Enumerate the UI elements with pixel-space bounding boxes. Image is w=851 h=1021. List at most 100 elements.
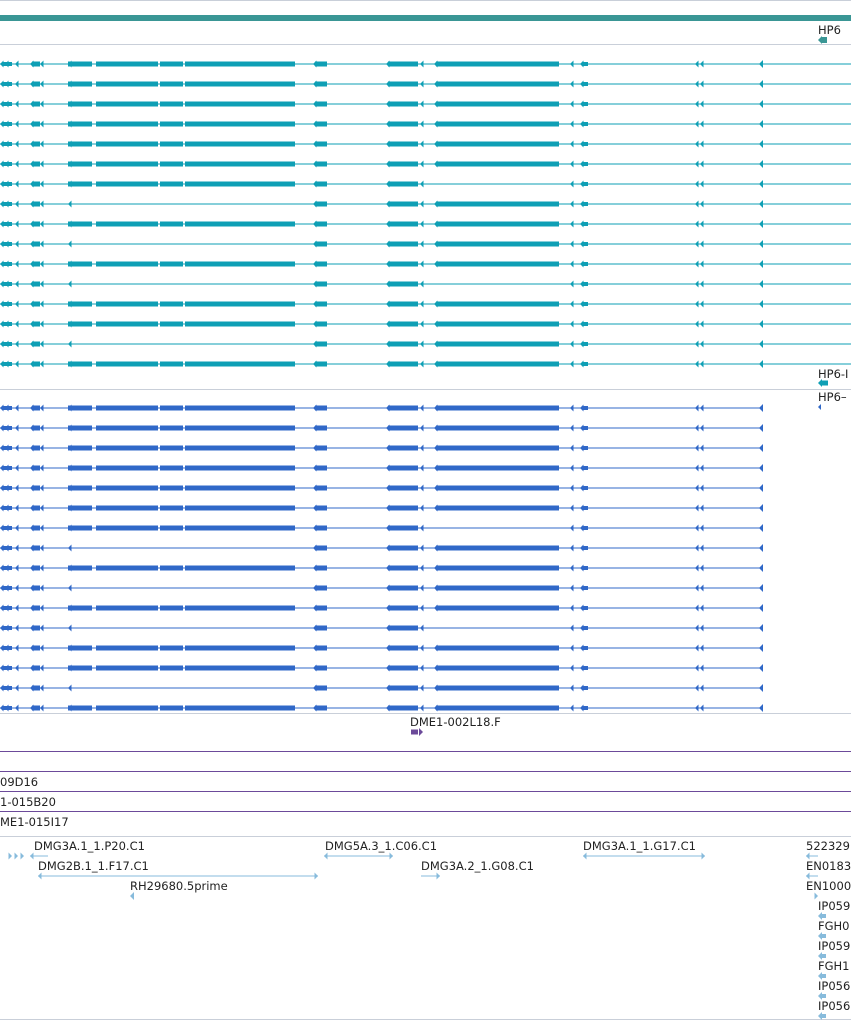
strand-arrow-left (420, 300, 424, 308)
exon-block (160, 705, 183, 711)
strand-arrow-left (40, 140, 44, 148)
label-fgh0[interactable]: FGH0 (818, 919, 850, 933)
exon-block (2, 262, 12, 266)
label-dme1-002l18[interactable]: DME1-002L18.F (410, 715, 501, 729)
strand-arrow-left (695, 704, 699, 712)
exon-block (582, 606, 588, 610)
exon-block (68, 181, 92, 187)
exon-block (315, 645, 327, 651)
strand-arrow-left (15, 120, 19, 128)
label-rh29680[interactable]: RH29680.5prime (130, 879, 228, 893)
exon-block (388, 121, 418, 127)
exon-block (160, 485, 183, 491)
strand-arrow-left (386, 80, 390, 88)
label-ip059a[interactable]: IP059 (818, 899, 850, 913)
strand-arrow-left (420, 240, 424, 248)
strand-arrow-left (386, 180, 390, 188)
strand-arrow-left (695, 544, 699, 552)
cyan-transcript-track[interactable] (0, 60, 851, 410)
strand-arrow-left (324, 852, 328, 860)
exon-block (582, 162, 588, 166)
strand-arrow-left (700, 644, 704, 652)
strand-arrow-left (695, 340, 699, 348)
label-dmg2b-f17[interactable]: DMG2B.1_1.F17.C1 (38, 859, 149, 873)
strand-arrow-left (695, 140, 699, 148)
strand-arrow-left (434, 160, 438, 168)
strand-arrow-left (434, 320, 438, 328)
exon-block (436, 545, 559, 551)
exon-block (185, 605, 295, 611)
strand-arrow-left (15, 340, 19, 348)
strand-arrow-left (386, 240, 390, 248)
strand-arrow-left (386, 120, 390, 128)
strand-arrow-left (313, 604, 317, 612)
label-hp6-mid2[interactable]: HP6– (818, 390, 847, 404)
strand-arrow-left (15, 604, 19, 612)
exon-block (68, 605, 92, 611)
label-dmg5a3-c06[interactable]: DMG5A.3_1.C06.C1 (325, 839, 437, 853)
strand-arrow-left (68, 280, 72, 288)
strand-arrow-left (68, 60, 72, 68)
label-ip056b[interactable]: IP056 (818, 999, 850, 1013)
strand-arrow-left (570, 624, 574, 632)
exon-block (388, 405, 418, 411)
top-gene-track[interactable] (0, 15, 851, 44)
exon-block (388, 241, 418, 247)
exon-block (32, 101, 40, 107)
strand-arrow-left (570, 664, 574, 672)
label-clone-09d16[interactable]: 09D16 (0, 775, 38, 789)
exon-block (436, 201, 559, 207)
label-ip059b[interactable]: IP059 (818, 939, 850, 953)
exon-block (315, 705, 327, 711)
strand-arrow-left (420, 664, 424, 672)
label-ip056a[interactable]: IP056 (818, 979, 850, 993)
exon-block (32, 465, 40, 471)
label-fgh1[interactable]: FGH1 (818, 959, 850, 973)
strand-arrow-left (420, 544, 424, 552)
exon-block (436, 321, 559, 327)
label-dmg3a-p20[interactable]: DMG3A.1_1.P20.C1 (34, 839, 145, 853)
strand-arrow-left (68, 120, 72, 128)
est-track[interactable] (8, 852, 827, 1021)
exon-block (315, 241, 327, 247)
strand-arrow-left (68, 704, 72, 712)
strand-arrow-left (420, 140, 424, 148)
label-en0183[interactable]: EN0183 (806, 859, 851, 873)
strand-arrow-left (313, 300, 317, 308)
exon-block (68, 485, 92, 491)
strand-arrow-left (700, 524, 704, 532)
strand-arrow-left (386, 464, 390, 472)
label-en1000[interactable]: EN1000 (806, 879, 851, 893)
clone-track[interactable] (411, 728, 423, 736)
label-hp6-mid[interactable]: HP6-I (818, 367, 848, 381)
strand-arrow-left (68, 300, 72, 308)
strand-arrow-left (700, 484, 704, 492)
strand-arrow-left (15, 220, 19, 228)
blue-transcript-track[interactable] (0, 404, 763, 712)
strand-arrow-left (434, 404, 438, 412)
strand-arrow-left (40, 644, 44, 652)
strand-arrow-left (759, 444, 763, 452)
strand-arrow-left (695, 664, 699, 672)
label-clone-015i17[interactable]: ME1-015I17 (0, 815, 69, 829)
exon-block (582, 586, 588, 590)
strand-arrow-left (313, 704, 317, 712)
strand-arrow-left (40, 80, 44, 88)
exon-block (68, 405, 92, 411)
strand-arrow-left (386, 100, 390, 108)
strand-arrow-left (15, 524, 19, 532)
strand-arrow-left (420, 180, 424, 188)
strand-arrow-left (700, 544, 704, 552)
label-5223[interactable]: 522329 (806, 839, 850, 853)
strand-arrow-left (434, 704, 438, 712)
strand-arrow-right (701, 852, 705, 860)
exon-block (185, 505, 295, 511)
label-dmg3a2-g08[interactable]: DMG3A.2_1.G08.C1 (421, 859, 534, 873)
label-hp6-top[interactable]: HP6 (818, 23, 841, 37)
label-clone-015b20[interactable]: 1-015B20 (0, 795, 56, 809)
strand-arrow-left (700, 424, 704, 432)
strand-arrow-left (700, 260, 704, 268)
exon-block (185, 261, 295, 267)
strand-arrow-left (15, 664, 19, 672)
label-dmg3a-g17[interactable]: DMG3A.1_1.G17.C1 (583, 839, 696, 853)
